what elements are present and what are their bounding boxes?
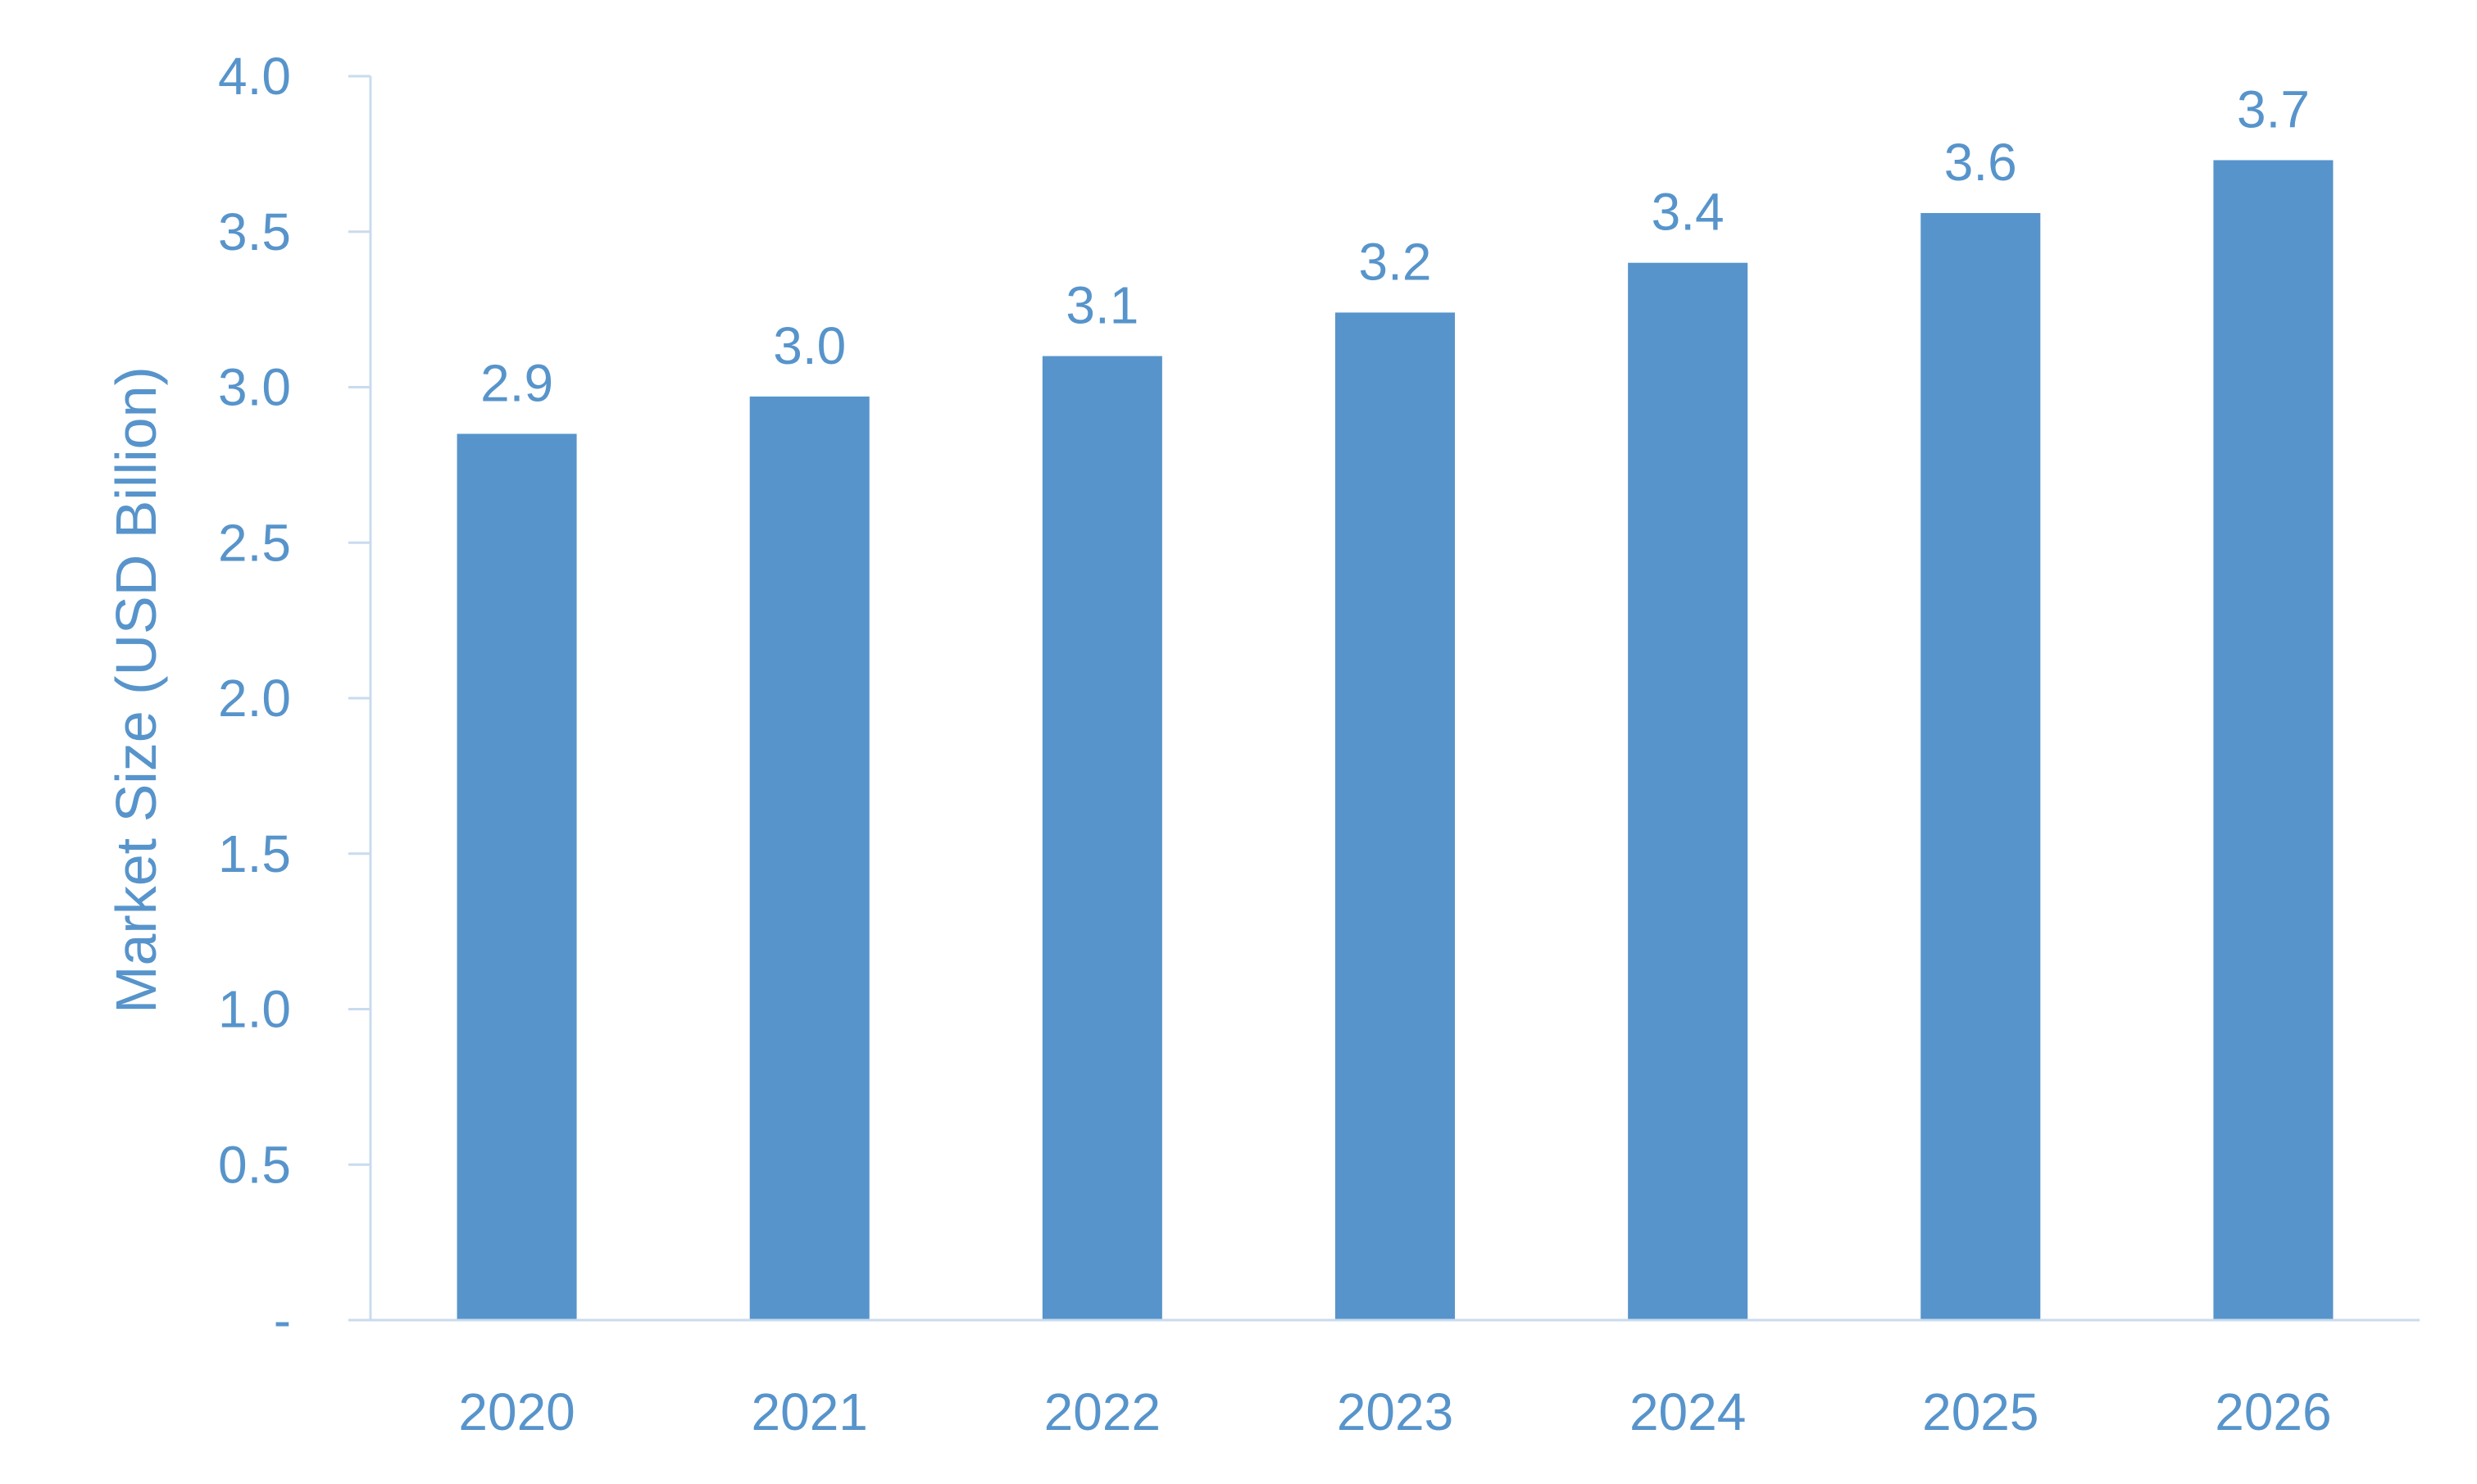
y-tick-label: 3.0 — [218, 358, 291, 417]
data-labels: 2.9 3.0 3.1 3.2 3.4 3.6 3.7 — [480, 79, 2310, 412]
y-axis-ticks: - 0.5 1.0 1.5 2.0 2.5 3.0 3.5 4.0 — [218, 47, 370, 1350]
y-tick-label: 1.0 — [218, 980, 291, 1039]
x-tick-label-2023: 2023 — [1337, 1382, 1453, 1441]
bar-2021 — [749, 396, 870, 1320]
data-label-2026: 3.7 — [2237, 79, 2310, 138]
y-tick-label: 3.5 — [218, 202, 291, 261]
data-label-2025: 3.6 — [1944, 133, 2017, 192]
y-tick-label: 4.0 — [218, 47, 291, 106]
bar-2020 — [457, 433, 577, 1320]
bar-2026 — [2213, 160, 2334, 1321]
x-tick-label-2024: 2024 — [1629, 1382, 1746, 1441]
bar-2025 — [1920, 212, 2041, 1321]
y-tick-label: - — [274, 1291, 291, 1350]
bars — [457, 160, 2334, 1321]
data-label-2022: 3.1 — [1066, 276, 1139, 335]
x-tick-label-2022: 2022 — [1044, 1382, 1161, 1441]
x-tick-label-2026: 2026 — [2215, 1382, 2331, 1441]
data-label-2020: 2.9 — [480, 353, 553, 412]
y-tick-label: 0.5 — [218, 1135, 291, 1194]
data-label-2023: 3.2 — [1359, 232, 1432, 291]
x-tick-label-2020: 2020 — [458, 1382, 575, 1441]
y-tick-label: 2.5 — [218, 513, 291, 572]
data-label-2024: 3.4 — [1652, 183, 1725, 242]
y-tick-label: 2.0 — [218, 669, 291, 728]
x-tick-label-2025: 2025 — [1922, 1382, 2038, 1441]
bar-2024 — [1628, 262, 1748, 1321]
x-tick-label-2021: 2021 — [752, 1382, 868, 1441]
x-axis-ticks: 2020 2021 2022 2023 2024 2025 2026 — [458, 1382, 2331, 1441]
bar-2022 — [1042, 356, 1162, 1320]
y-tick-label: 1.5 — [218, 824, 291, 883]
y-axis-label: Market Size (USD Billion) — [104, 366, 168, 1014]
data-label-2021: 3.0 — [773, 316, 846, 375]
bar-2023 — [1335, 312, 1455, 1320]
